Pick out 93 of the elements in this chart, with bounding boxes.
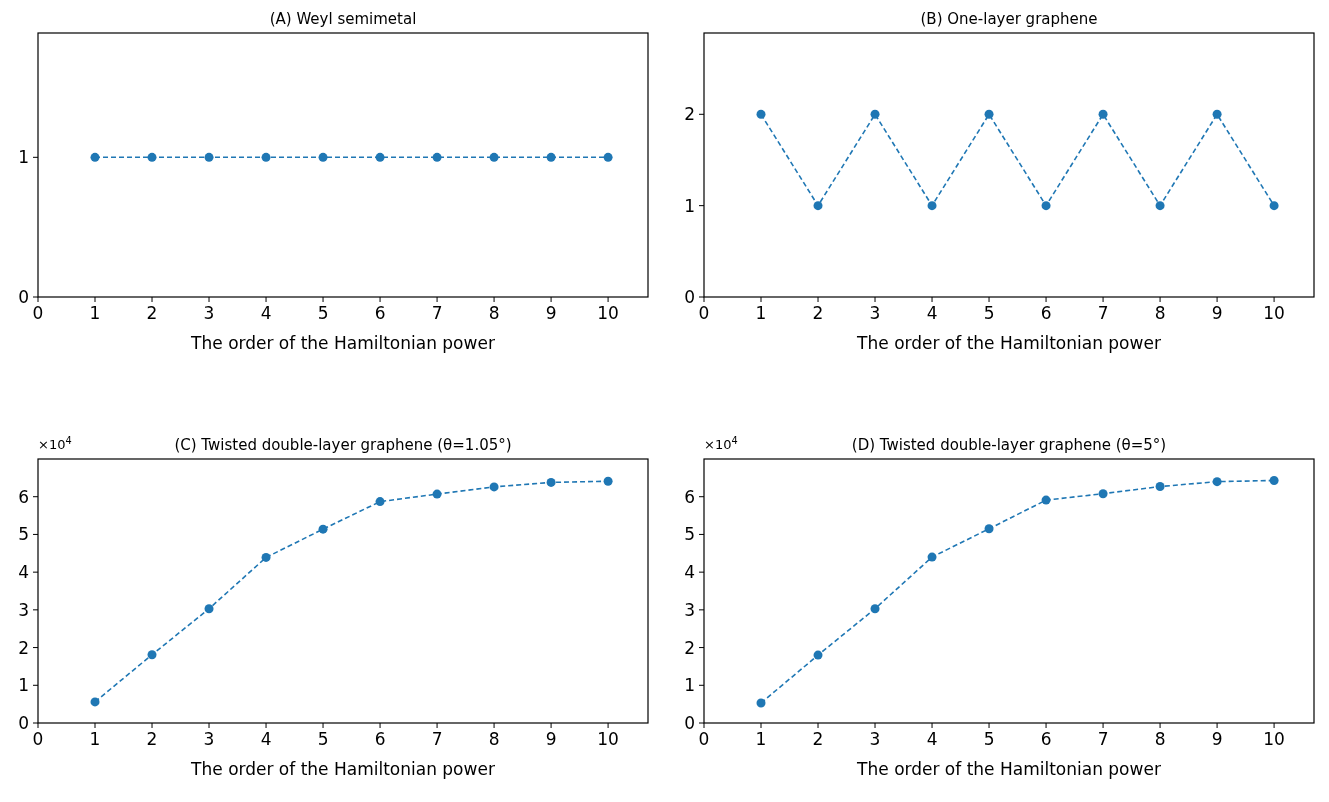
x-tick-label: 8 <box>488 729 500 749</box>
point <box>204 604 214 614</box>
y-tick-label: 5 <box>18 524 29 545</box>
text: ×10$^{4}$ <box>38 434 72 452</box>
y-tick-label: 5 <box>684 524 695 545</box>
x-axis-title: The order of the Hamiltonian power <box>190 759 495 779</box>
point <box>1041 495 1051 505</box>
point <box>984 524 994 534</box>
y-tick-label: 3 <box>684 599 695 620</box>
y-tick-label: 0 <box>684 712 695 733</box>
x-tick-label: 1 <box>89 303 101 323</box>
y-tick-label: 2 <box>684 104 695 125</box>
x-tick-label: 3 <box>203 729 215 749</box>
point <box>546 477 556 487</box>
x-tick-label: 10 <box>1263 729 1285 749</box>
point <box>489 482 499 492</box>
x-tick-label: 8 <box>1154 303 1166 323</box>
y-tick-label: 3 <box>18 599 29 620</box>
x-tick-label: 4 <box>926 729 938 749</box>
x-tick-label: 5 <box>983 729 995 749</box>
x-tick-label: 1 <box>755 303 767 323</box>
x-tick-label: 8 <box>1154 729 1166 749</box>
x-tick-label: 10 <box>597 729 619 749</box>
x-tick-label: 0 <box>32 303 44 323</box>
x-tick-label: 2 <box>146 729 158 749</box>
x-tick-label: 10 <box>597 303 619 323</box>
x-tick-label: 5 <box>983 303 995 323</box>
y-tick-label: 4 <box>18 562 29 583</box>
x-tick-label: 1 <box>89 729 101 749</box>
point <box>756 698 766 708</box>
y-tick-label: 6 <box>684 486 695 507</box>
x-tick-label: 4 <box>260 303 272 323</box>
x-tick-label: 3 <box>869 729 881 749</box>
point <box>432 489 442 499</box>
y-tick-label: 0 <box>684 286 695 307</box>
chart-title: (D) Twisted double-layer graphene (θ=5°) <box>851 436 1167 454</box>
x-tick-label: 7 <box>431 303 443 323</box>
point <box>375 497 385 507</box>
y-tick-label: 1 <box>684 675 695 696</box>
y-tick-label: 0 <box>18 286 29 307</box>
point <box>927 552 937 562</box>
x-axis-title: The order of the Hamiltonian power <box>190 333 495 353</box>
x-tick-label: 9 <box>1211 729 1223 749</box>
x-tick-label: 6 <box>374 729 386 749</box>
x-tick-label: 10 <box>1263 303 1285 323</box>
point <box>147 650 157 660</box>
x-tick-label: 5 <box>317 303 329 323</box>
point <box>870 604 880 614</box>
y-tick-label: 0 <box>18 712 29 733</box>
y-tick-label: 4 <box>684 562 695 583</box>
y-tick-label: 1 <box>18 147 29 168</box>
x-tick-label: 2 <box>812 303 824 323</box>
x-tick-label: 6 <box>1040 729 1052 749</box>
x-tick-label: 7 <box>1097 303 1109 323</box>
x-tick-label: 6 <box>1040 303 1052 323</box>
x-tick-label: 0 <box>32 729 44 749</box>
y-tick-label: 1 <box>684 195 695 216</box>
y-tick-label: 2 <box>18 637 29 658</box>
x-tick-label: 4 <box>260 729 272 749</box>
x-tick-label: 9 <box>1211 303 1223 323</box>
point <box>1212 477 1222 487</box>
x-tick-label: 3 <box>203 303 215 323</box>
x-tick-label: 2 <box>146 303 158 323</box>
x-tick-label: 9 <box>545 729 557 749</box>
chart-title: (C) Twisted double-layer graphene (θ=1.05°) <box>174 436 512 454</box>
x-tick-label: 0 <box>698 303 710 323</box>
x-tick-label: 6 <box>374 303 386 323</box>
x-tick-label: 3 <box>869 303 881 323</box>
x-tick-label: 7 <box>1097 729 1109 749</box>
point <box>318 524 328 534</box>
y-tick-label: 1 <box>18 675 29 696</box>
x-tick-label: 5 <box>317 729 329 749</box>
point <box>90 697 100 707</box>
x-tick-label: 8 <box>488 303 500 323</box>
point <box>1269 476 1279 485</box>
x-tick-label: 1 <box>755 729 767 749</box>
text: ×10$^{4}$ <box>704 434 738 452</box>
point <box>813 650 823 660</box>
x-tick-label: 0 <box>698 729 710 749</box>
y-tick-label: 6 <box>18 486 29 507</box>
x-tick-label: 2 <box>812 729 824 749</box>
point <box>603 476 613 486</box>
chart-title: (B) One-layer graphene <box>920 10 1098 28</box>
y-tick-label: 2 <box>684 637 695 658</box>
x-tick-label: 4 <box>926 303 938 323</box>
x-tick-label: 9 <box>545 303 557 323</box>
point <box>1098 489 1108 499</box>
x-axis-title: The order of the Hamiltonian power <box>856 759 1161 779</box>
x-tick-label: 7 <box>431 729 443 749</box>
point <box>1155 482 1165 492</box>
chart-title: (A) Weyl semimetal <box>269 10 417 28</box>
point <box>261 552 271 562</box>
x-axis-title: The order of the Hamiltonian power <box>856 333 1161 353</box>
